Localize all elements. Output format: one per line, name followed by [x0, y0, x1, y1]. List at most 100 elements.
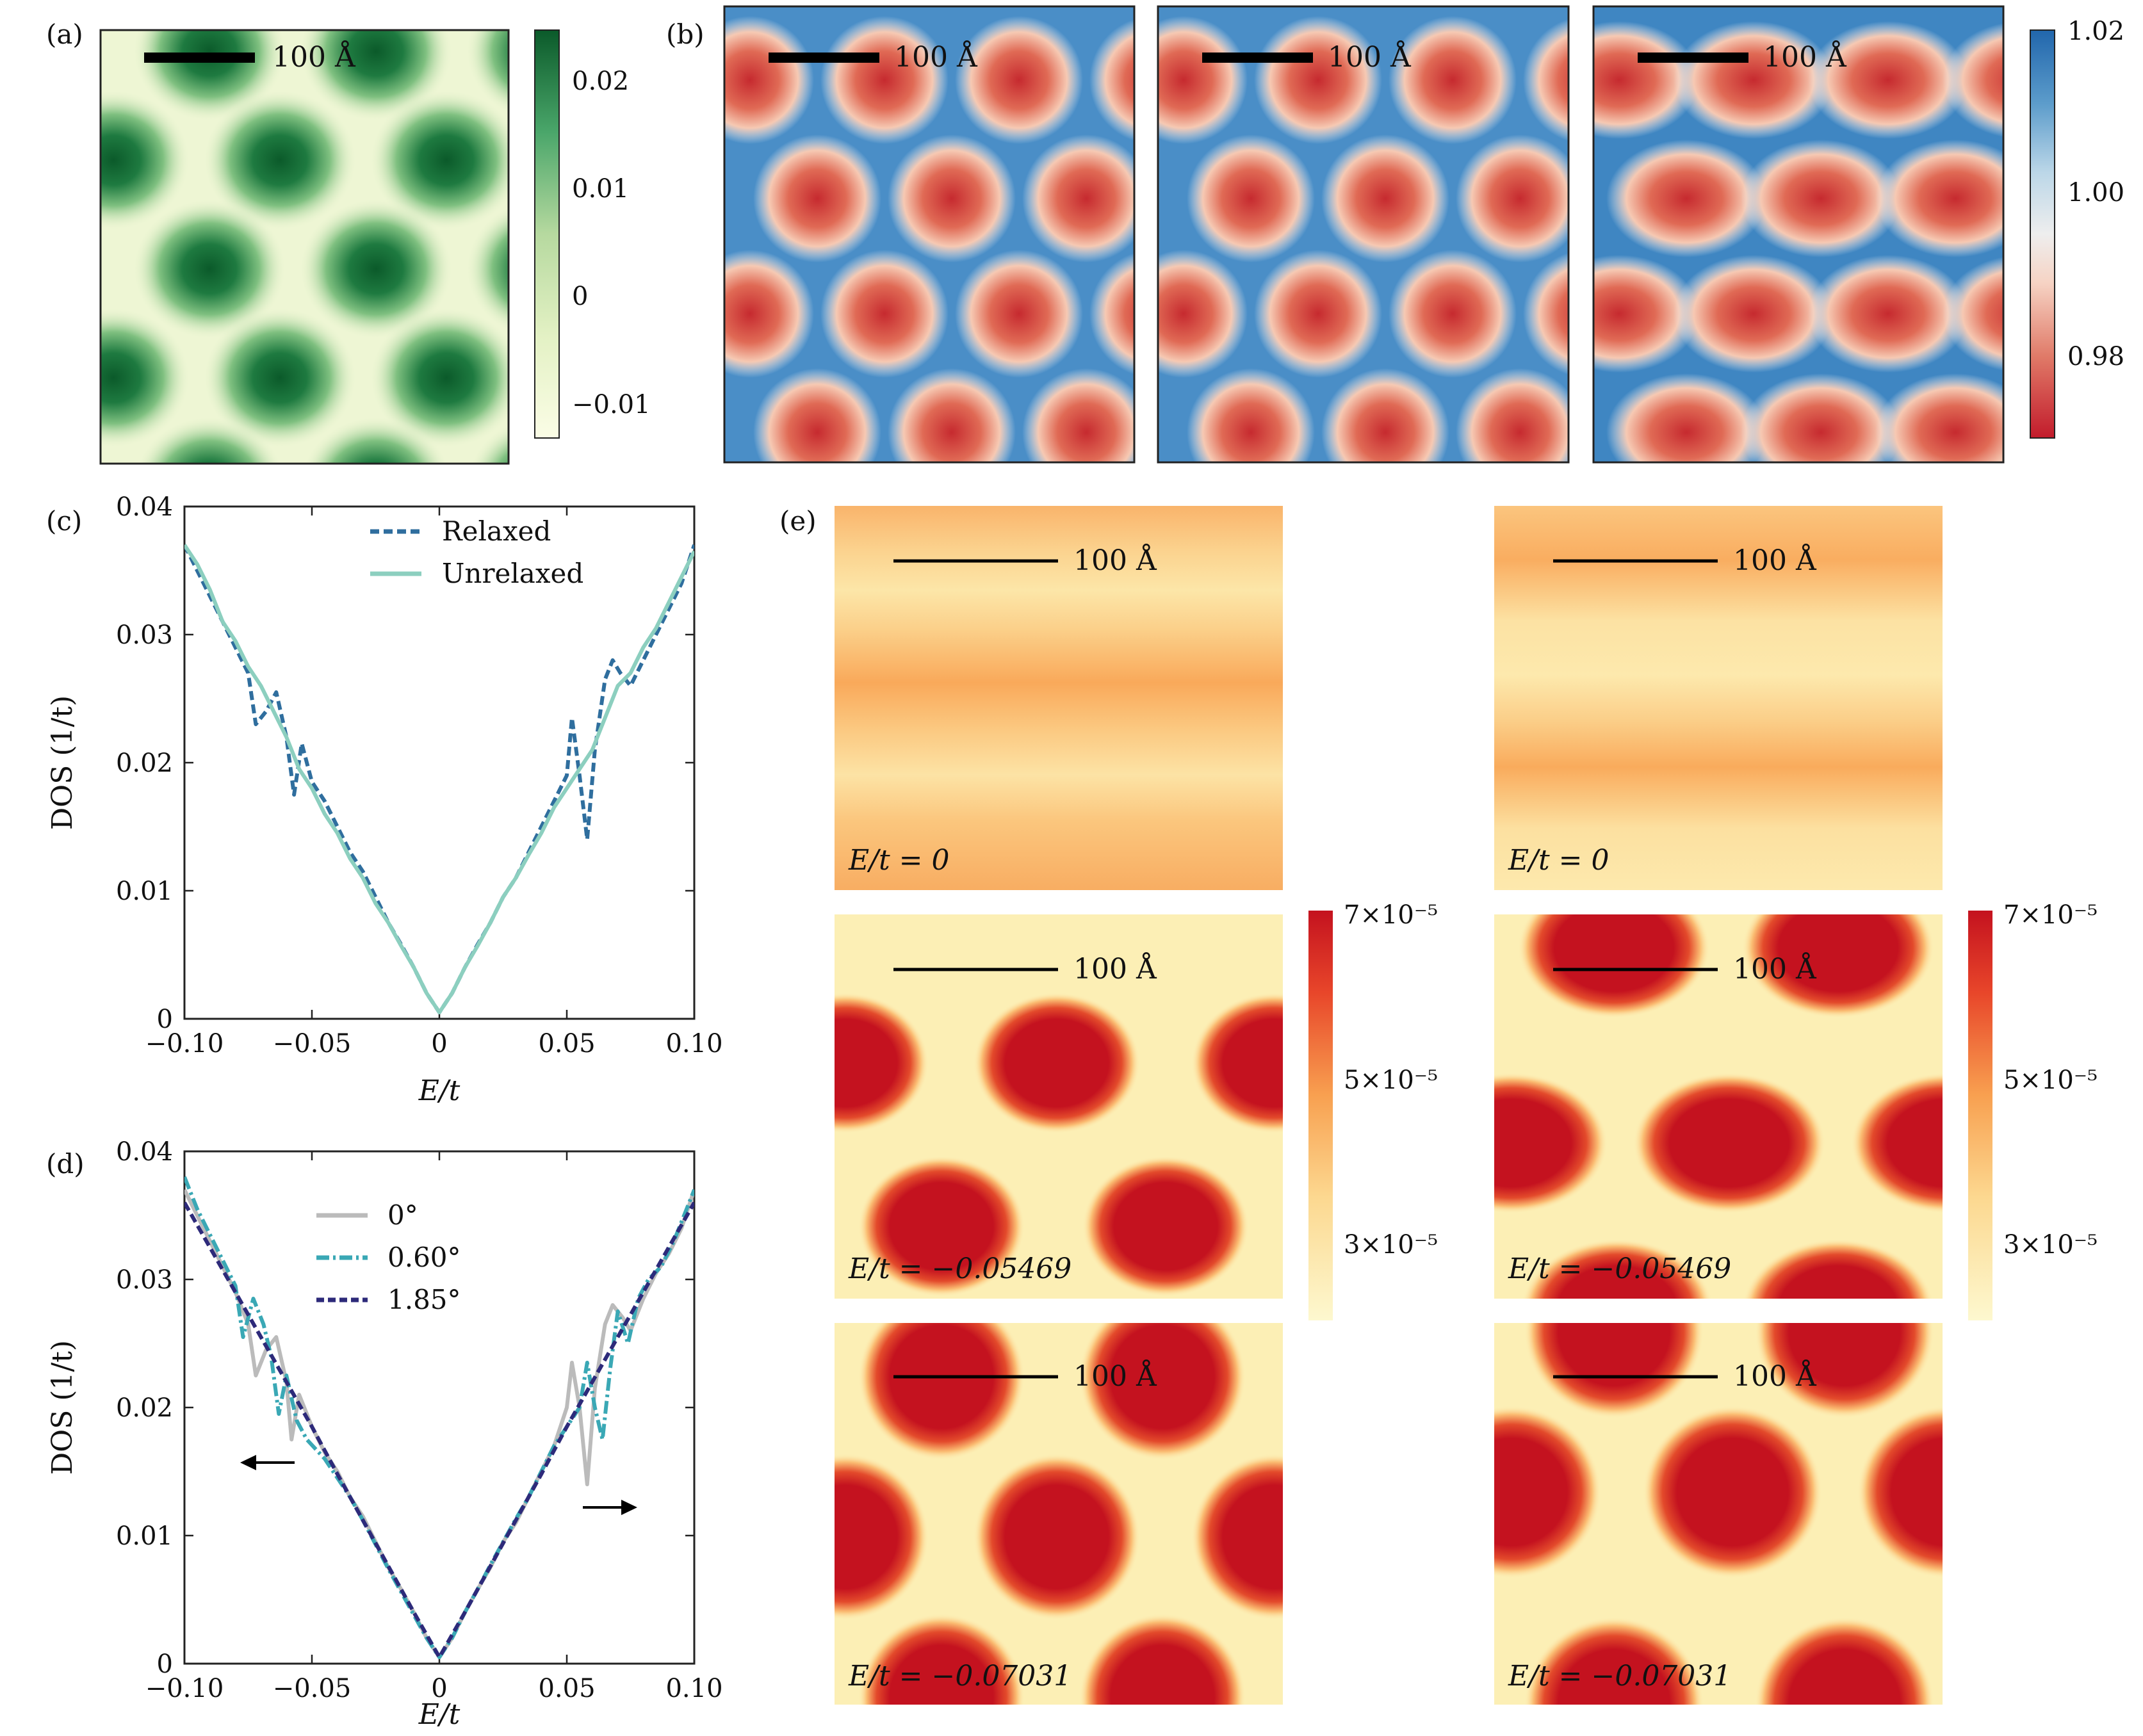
colorbar-b-tick-1: 1.00: [2067, 178, 2124, 207]
y-tick-label: 0.03: [116, 621, 173, 650]
density-spot: [303, 416, 449, 464]
density-spot: [136, 416, 282, 464]
ldos-blob: [1494, 1073, 1608, 1213]
red-dot: [724, 16, 814, 144]
density-spot: [203, 307, 357, 448]
colorbar-e-tick-2: 3×10⁻⁵: [1344, 1230, 1438, 1260]
scale-bar-label: 100 Å: [1073, 543, 1157, 577]
red-dot: [1593, 21, 1699, 139]
colorbar-e-tick-1: 5×10⁻⁵: [2003, 1066, 2098, 1095]
red-dot: [1943, 256, 2003, 371]
legend-label-relaxed: Relaxed: [442, 515, 551, 547]
map-panel-b2: 100 Å: [1157, 5, 1570, 464]
y-tick-label: 0: [157, 1005, 173, 1034]
density-spot: [370, 90, 509, 231]
ldos-blob: [858, 1323, 1025, 1460]
colorbar-e-tick-0: 7×10⁻⁵: [2003, 900, 2098, 930]
y-tick-label: 0.01: [116, 1521, 173, 1551]
red-dot: [1606, 140, 1766, 257]
red-dot: [1674, 21, 1834, 139]
ldos-blob: [858, 1156, 1025, 1297]
map-panel-a: 100 Å: [99, 29, 510, 465]
ldos-blob: [858, 1614, 1025, 1705]
dos-chart-c: −0.10 −0.05 0 0.05 0.10 0 0.01 0.02 0.03 0.04 E/t…: [46, 492, 723, 1107]
energy-label: E/t = −0.05469: [848, 1253, 1072, 1285]
legend-label-0deg: 0°: [387, 1199, 418, 1231]
red-dot: [753, 134, 881, 263]
ldos-blob: [1191, 1454, 1283, 1620]
ldos-blob: [974, 993, 1140, 1133]
scale-bar-label: 100 Å: [894, 40, 978, 74]
ldos-blob: [1743, 1239, 1934, 1299]
red-dot: [1523, 252, 1569, 375]
ldos-blob: [1755, 1617, 1934, 1705]
red-dot: [1875, 373, 2003, 462]
ldos-blob: [1524, 1617, 1704, 1705]
scale-bar-label: 100 Å: [1073, 952, 1157, 986]
x-tick-label: −0.10: [145, 1674, 224, 1703]
y-tick-label: 0.04: [116, 1137, 173, 1167]
red-dot: [1456, 368, 1569, 462]
density-spot: [299, 199, 453, 339]
legend-label-unrelaxed: Unrelaxed: [442, 558, 583, 589]
ldos-blob: [1079, 1323, 1246, 1460]
ldos-blob: [1857, 1406, 1943, 1578]
legend-label-060deg: 0.60°: [387, 1242, 461, 1273]
red-dot: [1089, 252, 1134, 375]
panel-label-d: (d): [46, 1148, 85, 1180]
red-dot: [1022, 134, 1134, 263]
arrow-left-annotation: [240, 1455, 295, 1470]
panel-label-b: (b): [666, 19, 705, 50]
scale-bar-label: 100 Å: [1733, 1359, 1817, 1393]
red-dot: [1158, 16, 1248, 144]
ldos-blob: [1633, 1073, 1825, 1213]
red-dot: [1808, 255, 1968, 373]
y-axis-title: DOS (1/t): [46, 695, 79, 830]
legend: Relaxed Unrelaxed: [370, 515, 583, 589]
red-dot: [955, 16, 1083, 144]
arrow-right-annotation: [583, 1500, 637, 1515]
energy-label: E/t = 0: [848, 844, 949, 877]
x-axis-title: E/t: [418, 1075, 460, 1107]
red-dot: [1456, 134, 1569, 263]
red-dot: [955, 250, 1083, 378]
red-dot: [1187, 368, 1315, 462]
red-dot: [1593, 255, 1699, 373]
ldos-map-e1-right: 100 Å E/t = 0: [1494, 506, 1943, 890]
density-spot: [203, 90, 357, 231]
ldos-blob: [1522, 1239, 1713, 1299]
colorbar-e-right: 7×10⁻⁵ 5×10⁻⁵ 3×10⁻⁵: [1968, 900, 2098, 1320]
dos-chart-d: −0.10 −0.05 0 0.05 0.10 0 0.01 0.02 0.03 0.04 E/t…: [46, 1137, 723, 1731]
red-dot: [1321, 134, 1449, 263]
x-tick-label: 0.10: [665, 1674, 722, 1703]
ldos-blob: [1494, 1406, 1601, 1578]
ldos-blob: [1643, 1406, 1822, 1578]
density-spot: [370, 307, 509, 448]
red-dot: [1606, 373, 1766, 462]
x-tick-label: 0: [431, 1674, 447, 1703]
colorbar-b-tick-0: 1.02: [2067, 17, 2124, 46]
red-dot: [1875, 140, 2003, 257]
panel-label-a: (a): [46, 19, 83, 50]
ldos-blob: [1755, 1323, 1934, 1418]
x-tick-label: 0.05: [538, 1029, 595, 1059]
energy-label: E/t = −0.07031: [1508, 1660, 1731, 1692]
density-spot: [101, 307, 190, 448]
ldos-blob: [1082, 1156, 1249, 1297]
red-dot: [1741, 373, 1901, 462]
red-dot: [888, 134, 1016, 263]
red-dot: [1389, 16, 1517, 144]
colorbar-e-tick-2: 3×10⁻⁵: [2003, 1230, 2098, 1260]
series-line: [184, 544, 694, 1014]
x-tick-label: −0.05: [273, 1674, 352, 1703]
red-dot: [1523, 19, 1569, 142]
series-line: [184, 1176, 694, 1659]
y-tick-label: 0.04: [116, 492, 173, 522]
scale-bar-label: 100 Å: [1763, 40, 1847, 74]
map-panel-b3: 100 Å: [1592, 5, 2005, 464]
red-dot: [1254, 250, 1382, 378]
ldos-blob: [835, 993, 929, 1133]
red-dot: [724, 250, 814, 378]
y-tick-label: 0.02: [116, 1393, 173, 1423]
